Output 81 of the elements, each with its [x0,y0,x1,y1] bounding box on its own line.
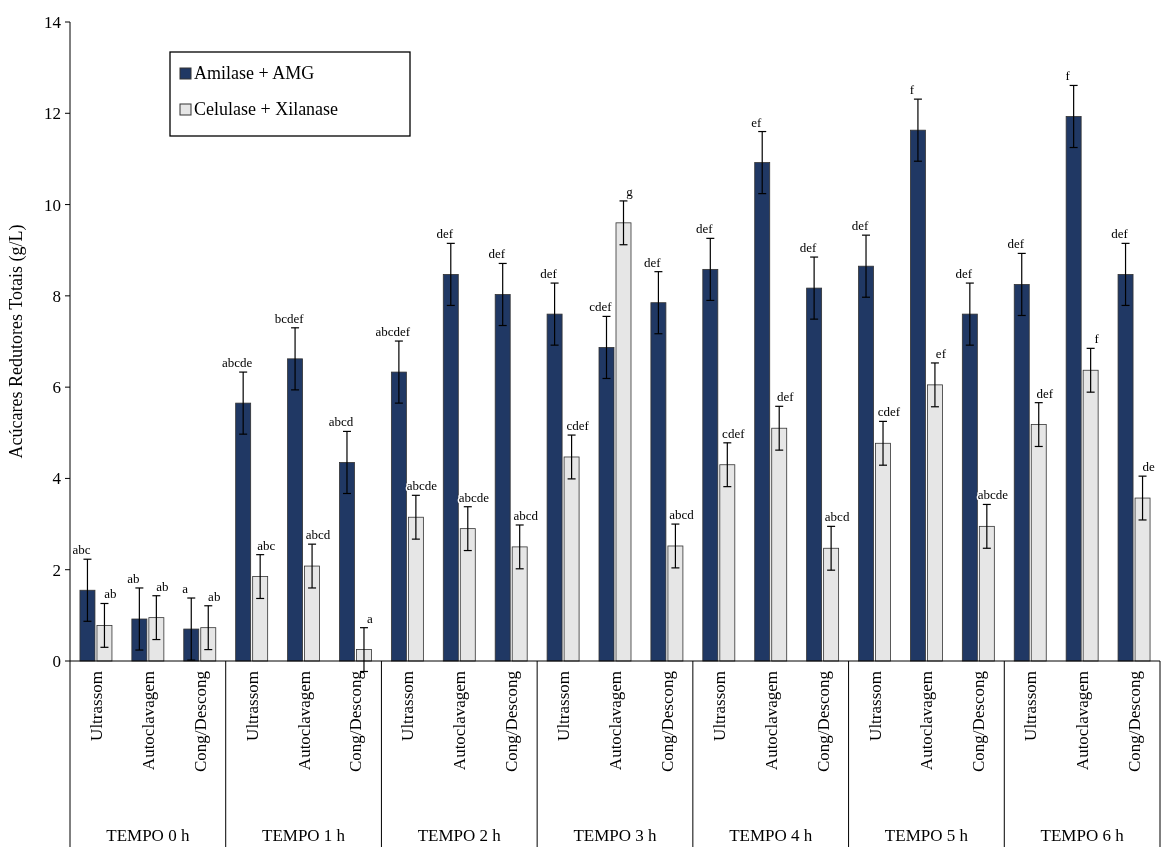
data-label: def [776,389,795,405]
legend-label: Amilase + AMG [194,63,315,83]
x-tick-label: Ultrassom [865,671,885,741]
data-label: abcd [824,509,850,525]
data-label: abc [257,537,276,553]
data-label: def [540,266,558,282]
y-tick-label: 10 [44,195,61,215]
data-label: def [1007,236,1025,252]
x-tick-label: Cong/Descong [813,670,833,773]
x-tick-label: Cong/Descong [657,670,677,773]
data-label: abcde [406,478,438,494]
x-tick-label: Ultrassom [398,671,418,741]
data-label: def [436,226,454,242]
x-tick-label: Cong/Descong [346,670,366,773]
text: TEMPO 1 h [262,826,346,845]
x-tick-label: Ultrassom [242,671,262,741]
x-tick-label: Autoclavagem [761,671,781,771]
data-label: abcd [305,527,331,543]
data-label: bcdef [274,310,305,326]
data-label: abcde [458,489,490,505]
y-tick-label: 14 [44,12,62,32]
data-label: def [1111,226,1129,242]
data-label: ef [751,114,762,130]
data-label: def [955,266,973,282]
x-tick-label: Ultrassom [1021,671,1041,741]
data-label: ab [127,570,140,586]
data-label: ab [208,588,221,604]
text: TEMPO 5 h [884,826,969,845]
data-label: ab [104,586,117,602]
data-label: abcdef [375,324,411,340]
data-label: cdef [589,299,613,315]
data-label: f [909,82,915,98]
data-label: abc [72,542,91,558]
y-axis-title: Acúcares Redutores Totais (g/L) [6,224,27,459]
data-label: def [851,218,869,234]
x-tick-label: Cong/Descong [502,670,522,773]
x-tick-label: Ultrassom [86,671,106,741]
data-label: def [644,254,662,270]
x-tick-label: Autoclavagem [917,671,937,771]
text: TEMPO 6 h [1040,826,1125,845]
data-label: a [182,581,189,597]
data-label: abcd [328,414,354,430]
data-label: cdef [877,404,901,420]
data-label: f [1065,68,1071,84]
y-tick-label: 0 [52,651,61,671]
text: TEMPO 2 h [417,826,502,845]
data-label: def [1036,385,1054,401]
data-label: def [696,221,714,237]
data-label: de [1142,459,1155,475]
x-tick-label: Autoclavagem [1073,671,1093,771]
x-tick-label: Cong/Descong [969,670,989,773]
data-label: ab [156,578,169,594]
data-label: abcde [222,355,253,371]
data-label: cdef [722,425,746,441]
x-tick-label: Autoclavagem [138,671,158,771]
text: TEMPO 4 h [729,826,813,845]
data-label: f [1094,331,1100,347]
data-label: abcde [977,487,1009,503]
data-label: a [367,610,374,626]
data-label: cdef [566,418,590,434]
text: TEMPO 0 h [106,826,190,845]
x-tick-label: Autoclavagem [294,671,314,771]
text: TEMPO 3 h [573,826,658,845]
data-label: def [799,240,818,256]
data-label: def [488,246,506,262]
data-label: abcd [669,507,695,523]
y-tick-label: 2 [52,560,61,580]
y-tick-label: 6 [52,378,61,398]
y-tick-label: 4 [52,469,62,489]
data-label: ef [935,345,947,361]
x-tick-label: Cong/Descong [1125,670,1145,773]
x-tick-label: Autoclavagem [606,671,625,771]
data-label: g [626,183,634,199]
x-tick-label: Ultrassom [709,671,729,741]
data-label: abcd [513,507,539,523]
x-tick-label: Ultrassom [554,671,574,741]
x-tick-label: Cong/Descong [190,670,210,773]
x-tick-label: Autoclavagem [450,671,470,771]
y-tick-label: 12 [44,104,61,124]
legend-label: Celulase + Xilanase [194,99,339,119]
y-tick-label: 8 [52,286,61,306]
